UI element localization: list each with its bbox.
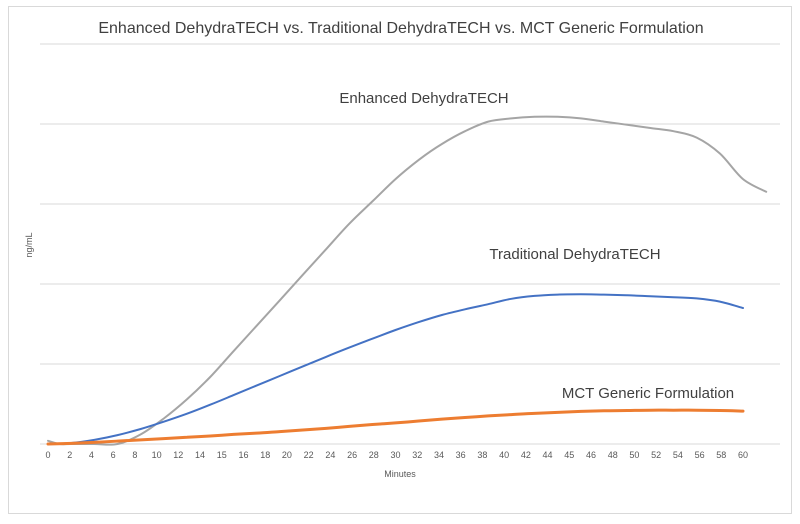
x-tick-label: 26 — [347, 450, 357, 460]
x-tick-label: 44 — [543, 450, 553, 460]
x-tick-label: 40 — [499, 450, 509, 460]
series-labels: Enhanced DehydraTECH Traditional DehydraT… — [339, 90, 734, 402]
chart-title: Enhanced DehydraTECH vs. Traditional Deh… — [98, 20, 703, 37]
x-axis-label: Minutes — [384, 469, 416, 479]
gridlines — [40, 43, 780, 445]
y-axis-label: ng/mL — [24, 232, 34, 257]
x-tick-label: 45 — [564, 450, 574, 460]
x-tick-label: 38 — [477, 450, 487, 460]
x-tick-label: 46 — [586, 450, 596, 460]
series-label: MCT Generic Formulation — [562, 385, 734, 402]
chart-frame: Enhanced DehydraTECH vs. Traditional Deh… — [8, 6, 792, 514]
x-tick-label: 16 — [238, 450, 248, 460]
x-tick-label: 28 — [369, 450, 379, 460]
series-line-mct-generic-formulation — [46, 408, 745, 446]
x-tick-label: 8 — [132, 450, 137, 460]
x-tick-label: 6 — [111, 450, 116, 460]
x-tick-label: 10 — [152, 450, 162, 460]
x-tick-label: 18 — [260, 450, 270, 460]
x-tick-label: 24 — [325, 450, 335, 460]
x-tick-labels: 0 2 4 6 8 10 12 14 15 16 18 20 22 24 26 28 30 32 34 36 38 40 4… — [45, 450, 748, 460]
x-tick-label: 2 — [67, 450, 72, 460]
x-tick-label: 48 — [608, 450, 618, 460]
x-tick-label: 0 — [45, 450, 50, 460]
x-tick-label: 20 — [282, 450, 292, 460]
x-tick-label: 4 — [89, 450, 94, 460]
x-tick-label: 50 — [629, 450, 639, 460]
series-label: Enhanced DehydraTECH — [339, 90, 508, 107]
x-tick-label: 56 — [695, 450, 705, 460]
x-tick-label: 58 — [716, 450, 726, 460]
series-lines — [46, 115, 768, 446]
series-label: Traditional DehydraTECH — [489, 246, 660, 263]
series-line-enhanced-dehydratech — [47, 115, 768, 446]
x-tick-label: 32 — [412, 450, 422, 460]
x-tick-label: 36 — [456, 450, 466, 460]
x-tick-label: 42 — [521, 450, 531, 460]
x-tick-label: 30 — [391, 450, 401, 460]
x-tick-label: 34 — [434, 450, 444, 460]
x-tick-label: 52 — [651, 450, 661, 460]
x-tick-label: 14 — [195, 450, 205, 460]
line-chart: Enhanced DehydraTECH vs. Traditional Deh… — [24, 20, 780, 479]
x-tick-label: 54 — [673, 450, 683, 460]
series-line-traditional-dehydratech — [47, 293, 744, 445]
x-tick-label: 12 — [173, 450, 183, 460]
x-tick-label: 22 — [304, 450, 314, 460]
x-tick-label: 60 — [738, 450, 748, 460]
x-tick-label: 15 — [217, 450, 227, 460]
